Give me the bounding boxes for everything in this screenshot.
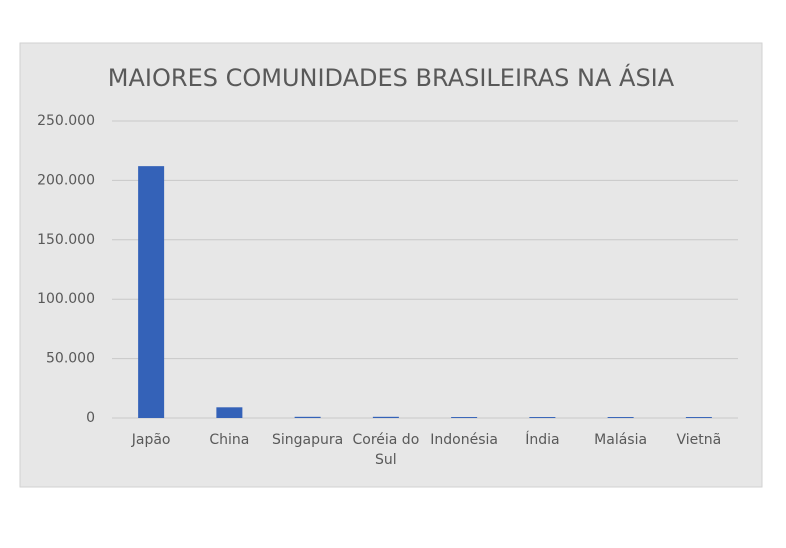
bar (529, 417, 556, 418)
y-tick-label: 200.000 (37, 172, 95, 188)
bar (294, 416, 321, 418)
bar (138, 166, 165, 418)
y-tick-label: 50.000 (46, 351, 95, 367)
x-tick-label: Coréia do Sul (352, 432, 420, 468)
x-tick-label: Indonésia (430, 432, 498, 448)
bar (372, 416, 399, 418)
y-tick-label: 150.000 (37, 232, 95, 248)
y-tick-label: 250.000 (37, 113, 95, 129)
bar (451, 417, 478, 418)
bar (685, 417, 712, 418)
x-tick-label: Malásia (594, 432, 648, 448)
y-tick-label: 0 (86, 410, 95, 426)
chart-title: MAIORES COMUNIDADES BRASILEIRAS NA ÁSIA (108, 63, 675, 92)
bar (216, 407, 243, 418)
x-tick-label: Índia (525, 432, 560, 448)
y-tick-label: 100.000 (37, 291, 95, 307)
x-tick-label: China (209, 432, 250, 448)
x-tick-label: Vietnã (676, 432, 722, 448)
bar (607, 417, 634, 418)
x-tick-label: Japão (131, 432, 171, 448)
chart-panel (19, 42, 763, 488)
x-tick-label: Singapura (272, 432, 344, 448)
